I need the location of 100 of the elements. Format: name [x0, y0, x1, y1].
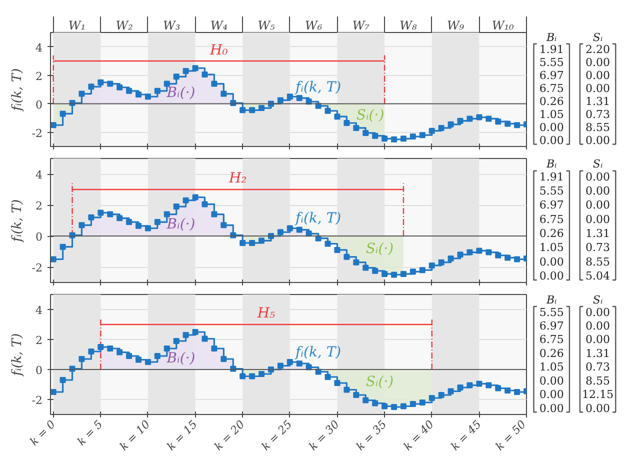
point — [419, 400, 426, 406]
text: 0.00 — [586, 198, 610, 212]
x-tick-label: k = 5 — [74, 418, 106, 448]
annotation: W₅ — [258, 18, 276, 32]
text: 6.75 — [539, 333, 564, 346]
text: 0.00 — [586, 170, 610, 184]
series-label: fᵢ(k, T) — [294, 80, 342, 96]
point — [353, 392, 360, 398]
x-tick-label: k = 35 — [354, 418, 390, 454]
point — [466, 382, 473, 388]
point — [192, 65, 198, 72]
text: 5.55 — [539, 184, 564, 198]
text: 6.97 — [539, 198, 564, 212]
point — [98, 79, 104, 86]
point — [173, 204, 180, 210]
text: 0.00 — [586, 184, 610, 198]
annotation: W₇ — [352, 18, 370, 32]
point — [88, 348, 94, 354]
text: 0.00 — [586, 306, 610, 319]
point — [296, 360, 302, 366]
point — [344, 254, 350, 260]
point — [50, 122, 56, 128]
point — [514, 122, 520, 128]
text: 1.91 — [539, 42, 564, 56]
annotation: W₁₀ — [492, 18, 514, 32]
point — [486, 382, 492, 388]
annotation: W₆ — [305, 18, 322, 32]
text: 0.00 — [539, 402, 564, 415]
series-label: Sᵢ(·) — [366, 374, 394, 390]
point — [428, 395, 435, 401]
point — [126, 88, 132, 94]
point — [448, 388, 454, 394]
x-tick-label: k = 10 — [117, 418, 153, 454]
x-tick-label: k = 25 — [259, 418, 295, 454]
x-tick-label: k = 15 — [164, 418, 200, 454]
point — [154, 353, 160, 359]
point — [324, 108, 331, 114]
point — [78, 356, 85, 362]
point — [78, 90, 85, 97]
point — [486, 249, 492, 256]
series-label: Sᵢ(·) — [356, 107, 384, 124]
point — [448, 255, 454, 262]
point — [495, 252, 502, 258]
y-tick-label: -2 — [32, 126, 43, 140]
text: 0.00 — [539, 374, 564, 388]
point — [211, 211, 218, 218]
text: 1.31 — [586, 95, 610, 108]
text: 0.00 — [539, 270, 564, 283]
point — [419, 267, 426, 274]
text: 1.05 — [539, 108, 564, 122]
text: 0.00 — [586, 212, 610, 226]
point — [60, 244, 66, 250]
point — [410, 401, 416, 407]
point — [136, 356, 142, 363]
point — [107, 211, 114, 218]
point — [362, 130, 369, 136]
point — [296, 95, 302, 102]
text: 1.05 — [539, 241, 564, 254]
point — [173, 338, 180, 344]
point — [495, 385, 502, 392]
point — [182, 332, 189, 338]
point — [438, 392, 444, 398]
series-label: fᵢ(k, T) — [294, 344, 342, 361]
point — [164, 80, 170, 87]
x-tick-label: k = 50 — [493, 418, 528, 454]
point — [107, 80, 114, 87]
point — [504, 120, 511, 127]
point — [391, 136, 398, 142]
annotation: W₄ — [210, 18, 228, 32]
text: 0.00 — [586, 320, 610, 333]
text: Sᵢ — [592, 158, 603, 171]
point — [88, 84, 94, 90]
point — [202, 201, 208, 208]
point — [220, 90, 227, 97]
text: 1.31 — [586, 227, 610, 240]
y-tick-label: 0 — [36, 364, 42, 377]
point — [324, 374, 331, 380]
text: 0.00 — [586, 82, 610, 96]
point — [107, 346, 114, 352]
text: Sᵢ — [592, 31, 603, 44]
series-label: H₂ — [228, 170, 248, 186]
point — [353, 259, 360, 266]
x-tick-label: k = 30 — [306, 418, 342, 454]
series-label: H₀ — [209, 42, 228, 59]
point — [182, 68, 189, 74]
series-label: Bᵢ(·) — [166, 350, 196, 366]
point — [400, 136, 406, 142]
point — [457, 118, 464, 124]
series-label: Bᵢ(·) — [166, 216, 196, 232]
text: 0.26 — [539, 95, 564, 108]
point — [504, 254, 511, 261]
text: 0.00 — [586, 56, 610, 69]
point — [173, 74, 180, 80]
point — [296, 226, 302, 233]
point — [504, 388, 511, 394]
point — [240, 240, 246, 246]
point — [220, 222, 227, 228]
point — [419, 132, 426, 138]
point — [410, 134, 416, 140]
text: 8.55 — [586, 255, 610, 268]
